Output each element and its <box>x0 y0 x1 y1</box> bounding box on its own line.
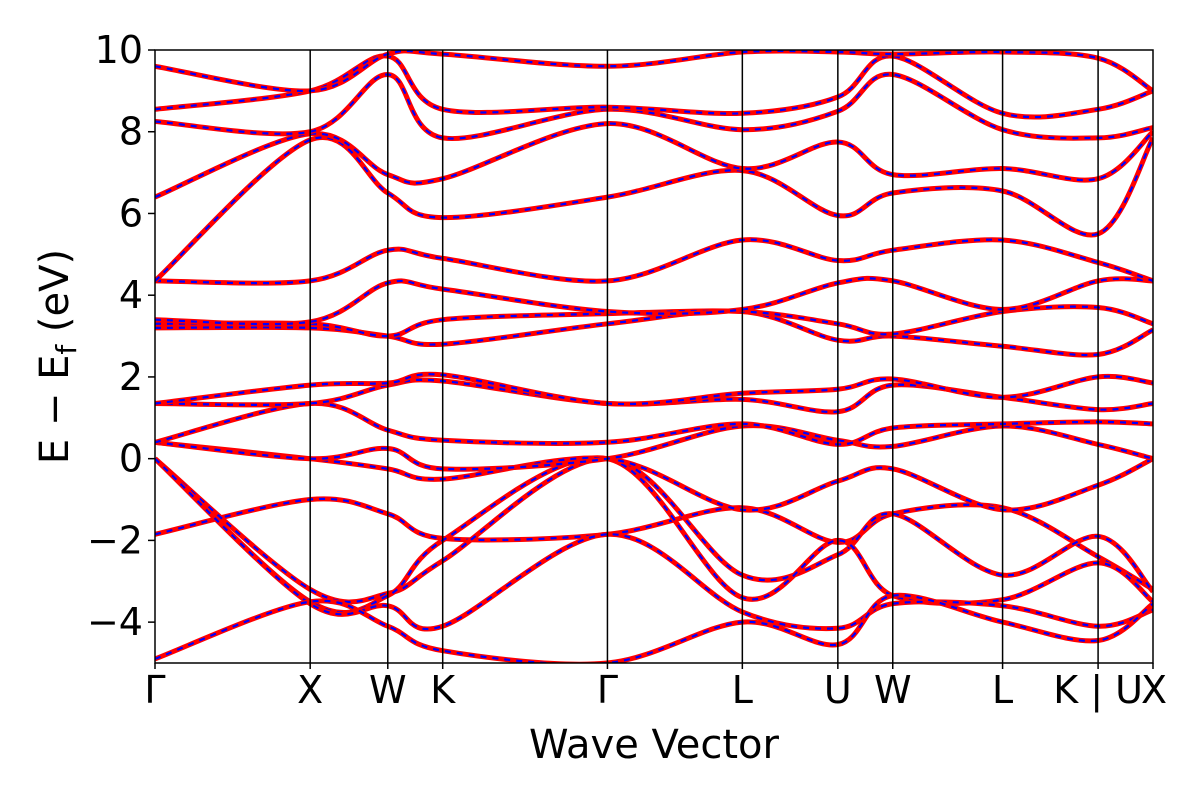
x-tick-label: K <box>430 668 456 712</box>
band-5-overlay <box>155 441 1153 512</box>
band-2-overlay <box>155 457 1153 604</box>
y-tick-label: 0 <box>119 437 143 481</box>
band-14 <box>155 135 1153 283</box>
x-tick-label: L <box>732 668 753 712</box>
band-8-overlay <box>155 378 1153 414</box>
x-tick-label: W <box>369 668 407 712</box>
x-axis-label: Wave Vector <box>529 722 780 768</box>
band-12-overlay <box>155 277 1153 326</box>
y-axis-label: E − Ef (eV) <box>32 249 83 464</box>
x-tick-label: Γ <box>144 668 165 712</box>
y-axis-label-main: E − E <box>32 355 78 465</box>
x-tick-label: K | U <box>1053 668 1143 713</box>
band-lines <box>155 50 1153 663</box>
band-9-overlay <box>155 373 1153 406</box>
y-tick-label: 8 <box>119 110 143 154</box>
y-tick-label: 10 <box>95 28 143 72</box>
y-axis-label-subscript: f <box>50 344 83 355</box>
x-tick-label: X <box>297 668 323 712</box>
x-tick-label: W <box>874 668 912 712</box>
band-1-overlay <box>155 497 1153 591</box>
y-tick-label: −4 <box>87 600 143 644</box>
y-axis-label-unit: (eV) <box>32 249 78 345</box>
band-3-overlay <box>155 456 1153 614</box>
y-tick-label: 4 <box>119 273 143 317</box>
band-18-overlay <box>155 50 1153 93</box>
plot-frame <box>154 49 1154 664</box>
band-19-overlay <box>155 594 1153 663</box>
band-7-overlay <box>155 402 1153 446</box>
x-tick-label: Γ <box>597 668 618 712</box>
y-tick-label: −2 <box>87 518 143 562</box>
x-tick-label: U <box>824 668 852 712</box>
y-axis-ticks: −4 −2 0 2 4 6 8 10 <box>87 28 155 644</box>
x-tick-label: L <box>992 668 1013 712</box>
y-tick-label: 2 <box>119 355 143 399</box>
band-15 <box>155 121 1153 200</box>
high-symmetry-lines <box>309 50 1099 663</box>
y-tick-label: 6 <box>119 191 143 235</box>
x-tick-label: X <box>1141 668 1167 712</box>
